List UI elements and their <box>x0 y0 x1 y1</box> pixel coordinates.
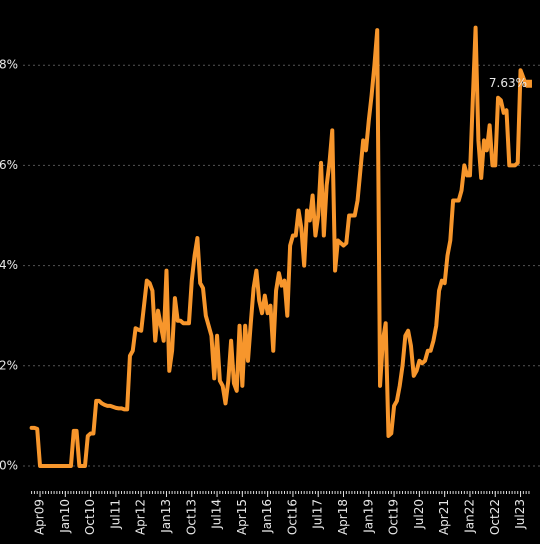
x-tick-label: Oct13 <box>184 499 198 535</box>
x-tick-label: Jul14 <box>210 499 224 530</box>
data-line <box>29 25 531 468</box>
y-tick-label: 8% <box>0 58 18 72</box>
x-tick-label: Apr18 <box>336 499 350 535</box>
x-tick-label: Apr21 <box>437 499 451 535</box>
x-tick-label: Jul17 <box>311 499 325 530</box>
y-tick-label: 4% <box>0 258 18 272</box>
x-tick-label: Jan13 <box>159 499 173 534</box>
x-tick-label: Apr09 <box>33 499 47 535</box>
x-tick-label: Apr12 <box>134 499 148 535</box>
y-tick-label: 2% <box>0 358 18 372</box>
x-tick-label: Jan10 <box>58 499 72 534</box>
end-marker <box>525 79 532 88</box>
x-tick-label: Jul23 <box>513 499 527 530</box>
y-tick-label: 0% <box>0 459 18 473</box>
y-tick-label: 6% <box>0 158 18 172</box>
x-tick-label: Oct19 <box>387 499 401 535</box>
x-tick-label: Jan19 <box>361 499 375 534</box>
x-tick-label: Jul11 <box>108 499 122 530</box>
x-tick-label: Jul20 <box>412 499 426 530</box>
annotation: 7.63% <box>489 76 527 90</box>
x-tick-label: Jan22 <box>462 499 476 534</box>
x-tick-label: Jan16 <box>260 499 274 534</box>
x-tick-label: Oct16 <box>285 499 299 535</box>
x-tick-label: Oct10 <box>83 499 97 535</box>
x-tick-label: Apr15 <box>235 499 249 535</box>
x-tick-label: Oct22 <box>488 499 502 535</box>
